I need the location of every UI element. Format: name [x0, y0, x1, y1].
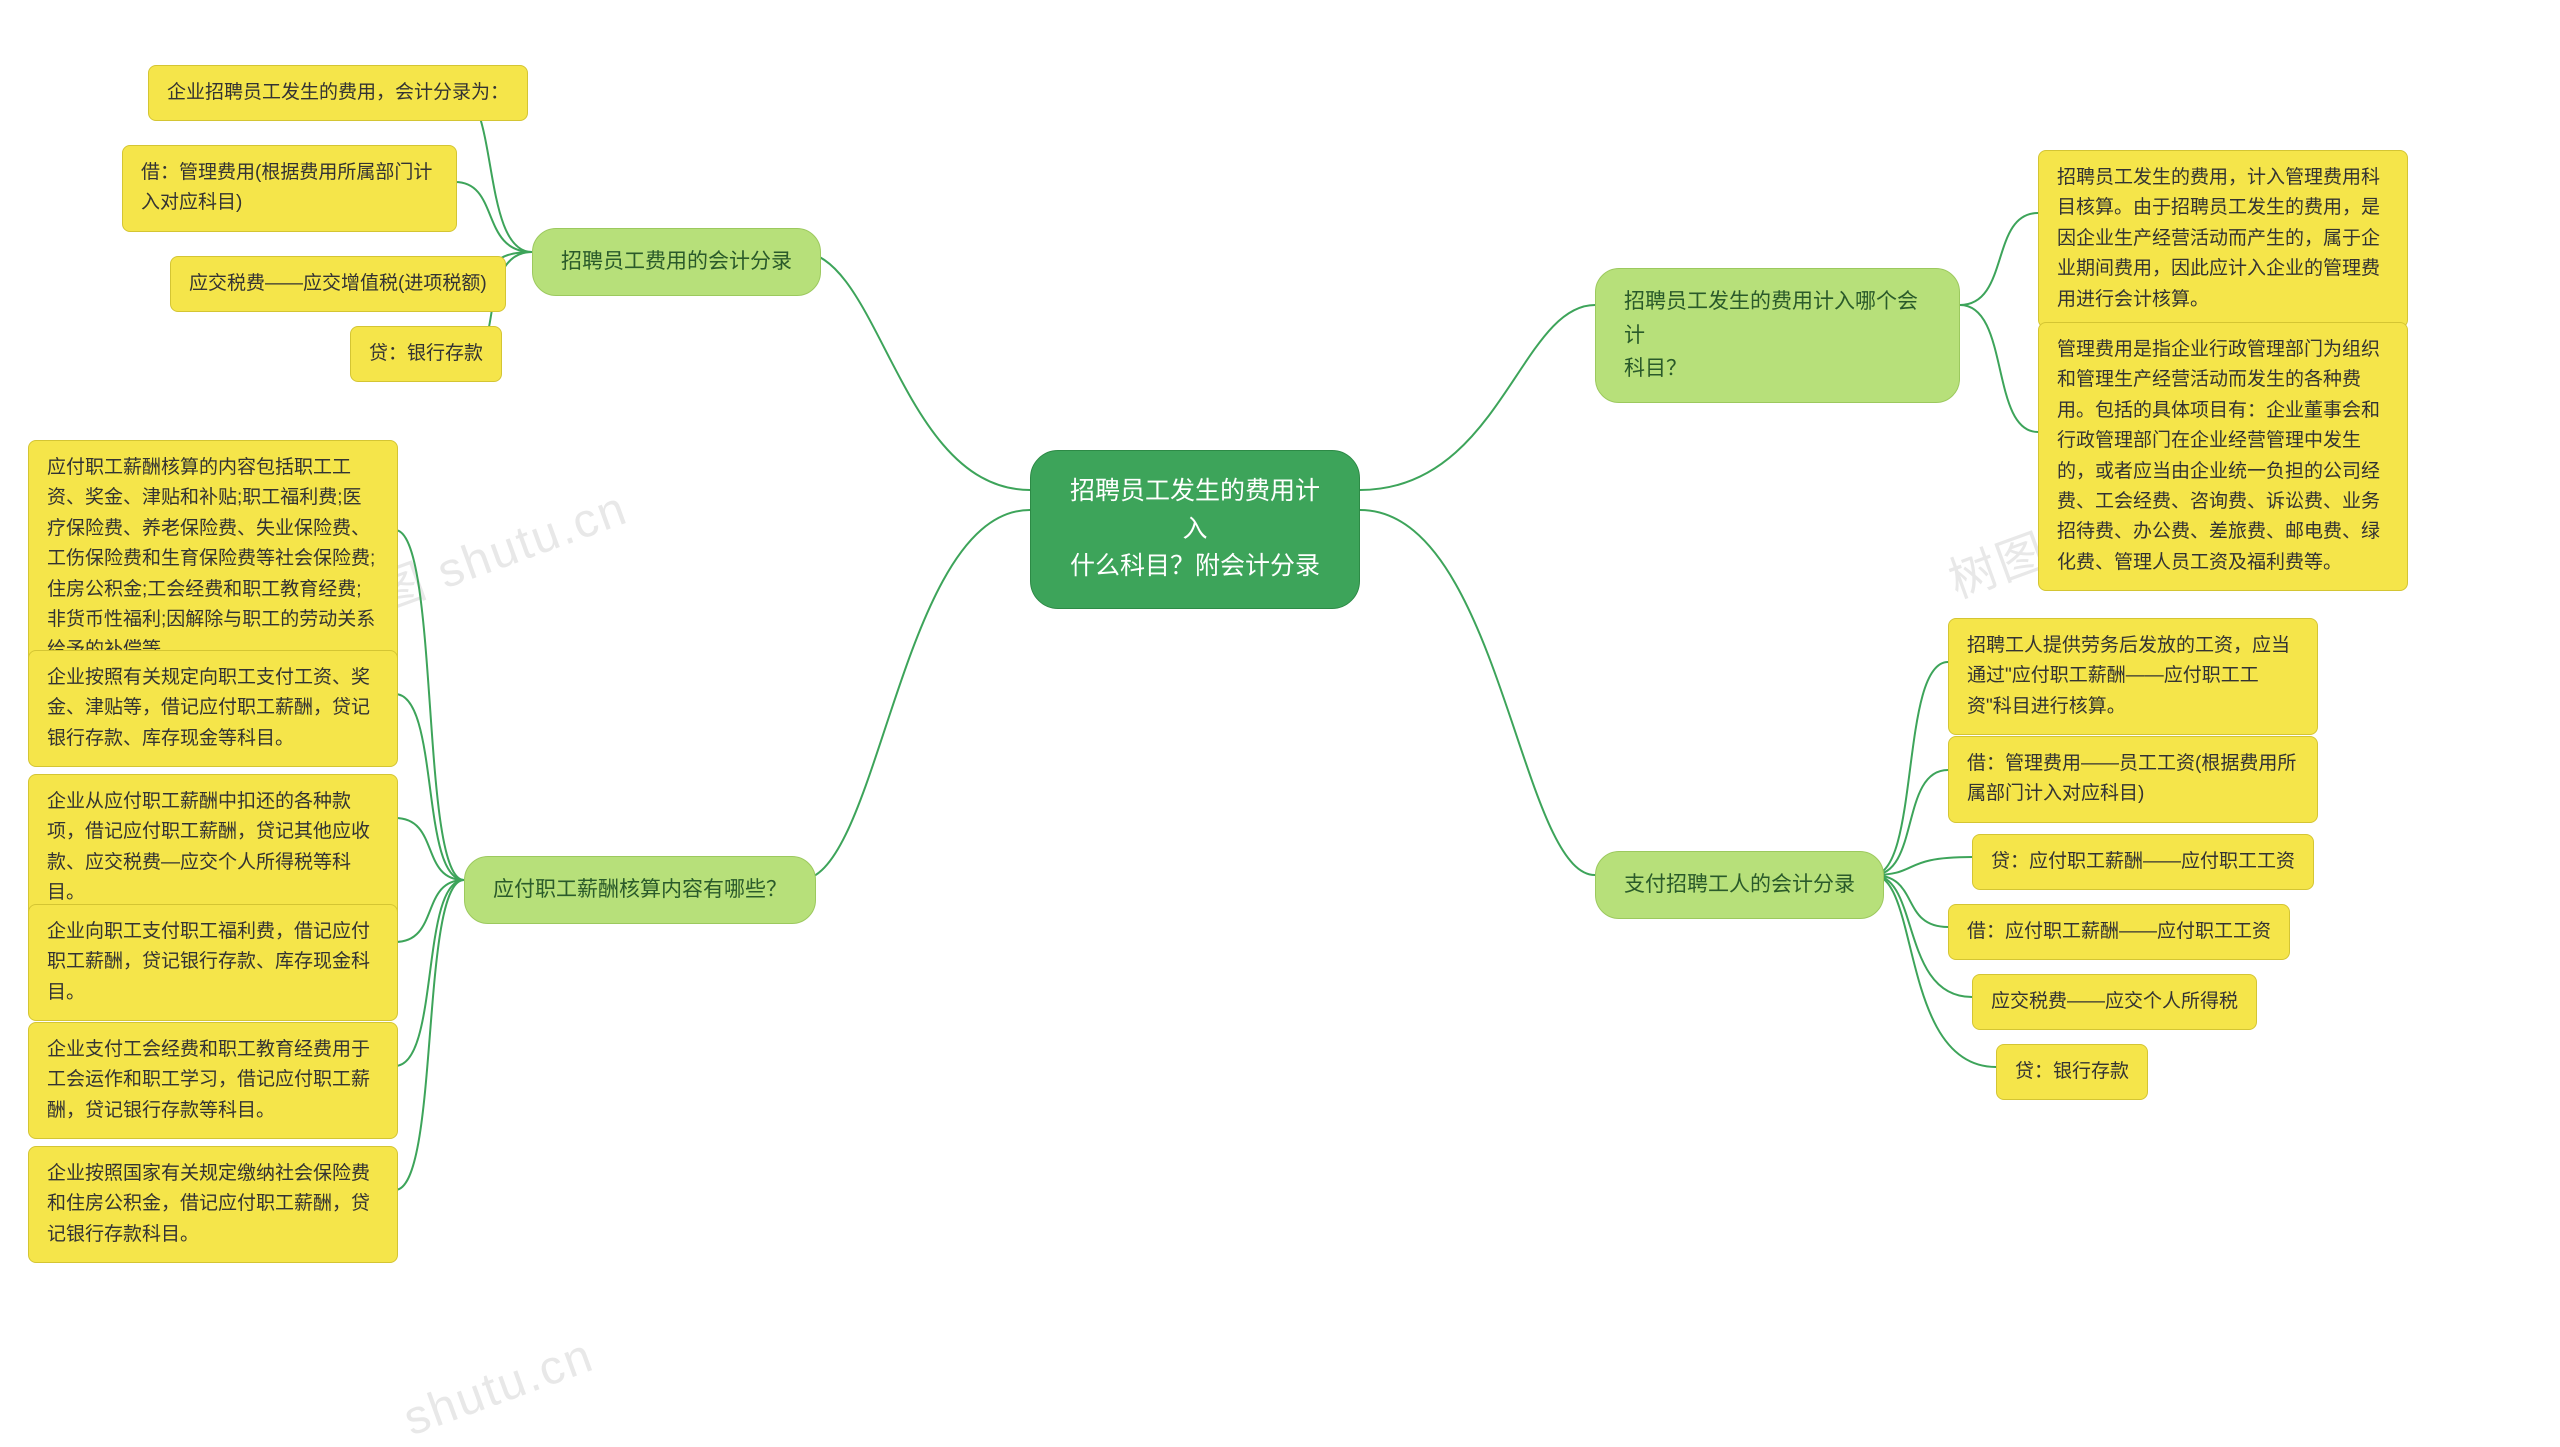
branch-b3-line1: 招聘员工发生的费用计入哪个会计: [1624, 285, 1931, 352]
leaf-b4-2: 贷：应付职工薪酬——应付职工工资: [1972, 834, 2314, 890]
leaf-b2-2: 企业从应付职工薪酬中扣还的各种款项，借记应付职工薪酬，贷记其他应收款、应交税费—…: [28, 774, 398, 922]
leaf-b3-0: 招聘员工发生的费用，计入管理费用科目核算。由于招聘员工发生的费用，是因企业生产经…: [2038, 150, 2408, 328]
leaf-b2-3: 企业向职工支付职工福利费，借记应付职工薪酬，贷记银行存款、库存现金科目。: [28, 904, 398, 1021]
leaf-b4-3: 借：应付职工薪酬——应付职工工资: [1948, 904, 2290, 960]
leaf-b1-3: 贷：银行存款: [350, 326, 502, 382]
center-title-line2: 什么科目？附会计分录: [1067, 548, 1323, 586]
leaf-b4-0: 招聘工人提供劳务后发放的工资，应当通过"应付职工薪酬——应付职工工资"科目进行核…: [1948, 618, 2318, 735]
branch-b4: 支付招聘工人的会计分录: [1595, 851, 1884, 919]
leaf-b4-5: 贷：银行存款: [1996, 1044, 2148, 1100]
leaf-b1-1: 借：管理费用(根据费用所属部门计入对应科目): [122, 145, 457, 232]
watermark: shutu.cn: [397, 1328, 601, 1447]
leaf-b3-1: 管理费用是指企业行政管理部门为组织和管理生产经营活动而发生的各种费用。包括的具体…: [2038, 322, 2408, 591]
leaf-b2-0: 应付职工薪酬核算的内容包括职工工资、奖金、津贴和补贴;职工福利费;医疗保险费、养…: [28, 440, 398, 679]
leaf-b2-5: 企业按照国家有关规定缴纳社会保险费和住房公积金，借记应付职工薪酬，贷记银行存款科…: [28, 1146, 398, 1263]
branch-b1: 招聘员工费用的会计分录: [532, 228, 821, 296]
branch-b2: 应付职工薪酬核算内容有哪些？: [464, 856, 816, 924]
branch-b3-line2: 科目？: [1624, 352, 1931, 386]
leaf-b2-1: 企业按照有关规定向职工支付工资、奖金、津贴等，借记应付职工薪酬，贷记银行存款、库…: [28, 650, 398, 767]
leaf-b1-0: 企业招聘员工发生的费用，会计分录为：: [148, 65, 528, 121]
leaf-b4-1: 借：管理费用——员工工资(根据费用所属部门计入对应科目): [1948, 736, 2318, 823]
leaf-b1-2: 应交税费——应交增值税(进项税额): [170, 256, 506, 312]
leaf-b2-4: 企业支付工会经费和职工教育经费用于工会运作和职工学习，借记应付职工薪酬，贷记银行…: [28, 1022, 398, 1139]
leaf-b4-4: 应交税费——应交个人所得税: [1972, 974, 2257, 1030]
center-node: 招聘员工发生的费用计入 什么科目？附会计分录: [1030, 450, 1360, 609]
center-title-line1: 招聘员工发生的费用计入: [1067, 473, 1323, 548]
branch-b3: 招聘员工发生的费用计入哪个会计 科目？: [1595, 268, 1960, 403]
